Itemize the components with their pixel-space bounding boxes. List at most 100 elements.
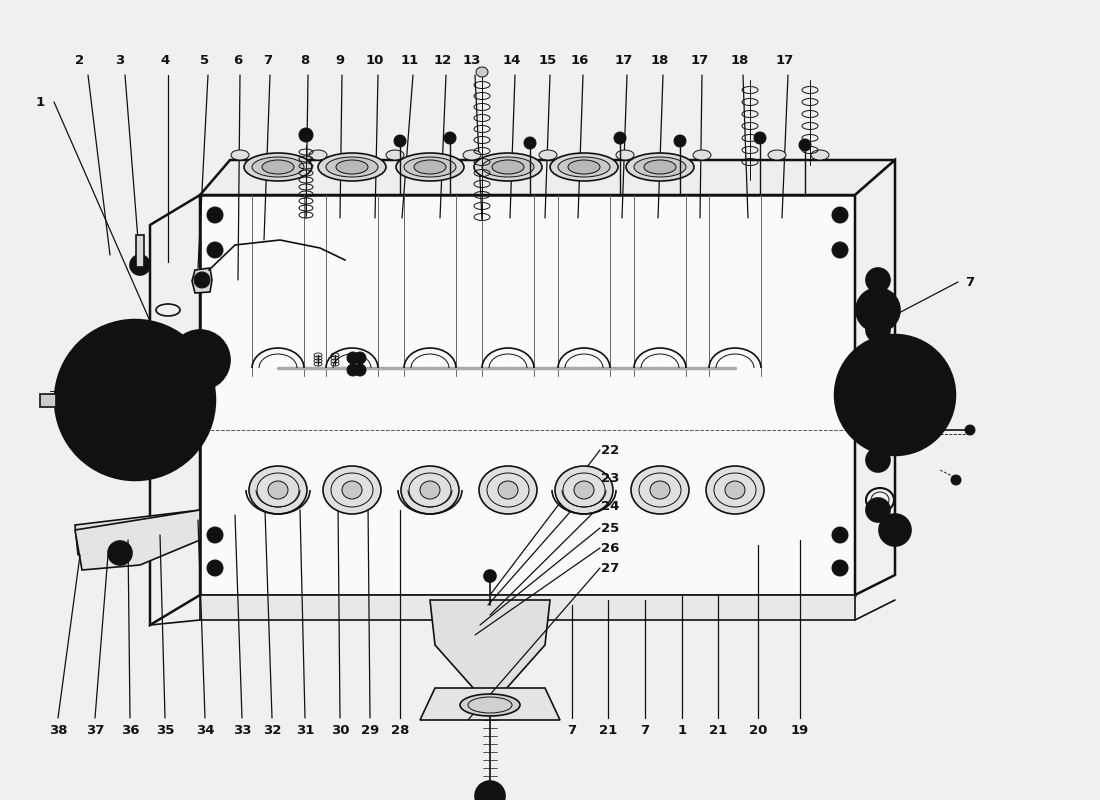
Text: 7: 7 <box>966 275 975 289</box>
Circle shape <box>207 207 223 223</box>
Ellipse shape <box>386 150 404 160</box>
Ellipse shape <box>631 466 689 514</box>
Polygon shape <box>200 595 855 620</box>
Text: 28: 28 <box>390 723 409 737</box>
Polygon shape <box>200 160 895 195</box>
Ellipse shape <box>482 157 534 177</box>
Ellipse shape <box>706 466 764 514</box>
Text: 34: 34 <box>196 723 214 737</box>
Circle shape <box>524 137 536 149</box>
Circle shape <box>866 268 890 292</box>
Text: 21: 21 <box>708 723 727 737</box>
Polygon shape <box>420 688 560 720</box>
Ellipse shape <box>478 466 537 514</box>
Circle shape <box>835 335 955 455</box>
Circle shape <box>346 364 359 376</box>
Circle shape <box>75 340 195 460</box>
Circle shape <box>194 272 210 288</box>
Text: 4: 4 <box>161 54 169 66</box>
Circle shape <box>866 318 890 342</box>
Ellipse shape <box>323 466 381 514</box>
Text: 20: 20 <box>749 723 767 737</box>
Text: 27: 27 <box>601 562 619 574</box>
Text: 7: 7 <box>263 54 273 66</box>
Text: 17: 17 <box>691 54 710 66</box>
Circle shape <box>879 514 911 546</box>
Text: eurospares: eurospares <box>154 554 365 586</box>
Ellipse shape <box>262 160 294 174</box>
Text: 6: 6 <box>233 54 243 66</box>
Text: 15: 15 <box>539 54 557 66</box>
Ellipse shape <box>492 160 524 174</box>
Circle shape <box>832 207 848 223</box>
Circle shape <box>965 425 975 435</box>
Ellipse shape <box>626 153 694 181</box>
Circle shape <box>674 135 686 147</box>
Ellipse shape <box>231 150 249 160</box>
Circle shape <box>299 128 314 142</box>
Text: 33: 33 <box>233 723 251 737</box>
Text: 24: 24 <box>601 499 619 513</box>
Ellipse shape <box>309 150 327 160</box>
Text: 38: 38 <box>48 723 67 737</box>
Text: eurospares: eurospares <box>154 223 365 257</box>
Ellipse shape <box>768 150 786 160</box>
Ellipse shape <box>693 150 711 160</box>
Polygon shape <box>430 600 550 690</box>
Text: 12: 12 <box>433 54 452 66</box>
Text: 10: 10 <box>366 54 384 66</box>
Text: 9: 9 <box>336 54 344 66</box>
Ellipse shape <box>460 694 520 716</box>
Text: 26: 26 <box>601 542 619 554</box>
Ellipse shape <box>558 157 611 177</box>
Circle shape <box>754 132 766 144</box>
Text: 17: 17 <box>615 54 634 66</box>
Polygon shape <box>150 195 200 625</box>
Circle shape <box>881 381 909 409</box>
Circle shape <box>952 475 961 485</box>
Text: 30: 30 <box>331 723 350 737</box>
Bar <box>136 235 144 267</box>
Ellipse shape <box>326 157 378 177</box>
Text: 29: 29 <box>361 723 379 737</box>
Text: 2: 2 <box>76 54 85 66</box>
Ellipse shape <box>474 153 542 181</box>
Text: 35: 35 <box>156 723 174 737</box>
Text: 3: 3 <box>116 54 124 66</box>
Ellipse shape <box>650 481 670 499</box>
Text: eurospares: eurospares <box>584 223 795 257</box>
Circle shape <box>866 448 890 472</box>
Circle shape <box>866 498 890 522</box>
Polygon shape <box>192 268 212 293</box>
Polygon shape <box>200 195 855 595</box>
Ellipse shape <box>574 481 594 499</box>
Ellipse shape <box>644 160 676 174</box>
Polygon shape <box>75 510 200 555</box>
Text: 5: 5 <box>200 54 210 66</box>
Ellipse shape <box>476 67 488 77</box>
Circle shape <box>192 352 208 368</box>
Circle shape <box>170 330 230 390</box>
Circle shape <box>394 135 406 147</box>
Text: 21: 21 <box>598 723 617 737</box>
Circle shape <box>856 288 900 332</box>
Ellipse shape <box>249 466 307 514</box>
Text: 8: 8 <box>300 54 309 66</box>
Circle shape <box>867 367 923 423</box>
Ellipse shape <box>725 481 745 499</box>
Text: 18: 18 <box>730 54 749 66</box>
Ellipse shape <box>396 153 464 181</box>
Text: 7: 7 <box>568 723 576 737</box>
Polygon shape <box>75 510 200 570</box>
Circle shape <box>851 351 939 439</box>
Text: 19: 19 <box>791 723 810 737</box>
Text: eurospares: eurospares <box>584 554 795 586</box>
Ellipse shape <box>336 160 368 174</box>
Ellipse shape <box>342 481 362 499</box>
Ellipse shape <box>244 153 312 181</box>
Bar <box>40 394 56 407</box>
Circle shape <box>444 132 456 144</box>
Circle shape <box>354 364 366 376</box>
Circle shape <box>354 352 366 364</box>
Text: 22: 22 <box>601 443 619 457</box>
